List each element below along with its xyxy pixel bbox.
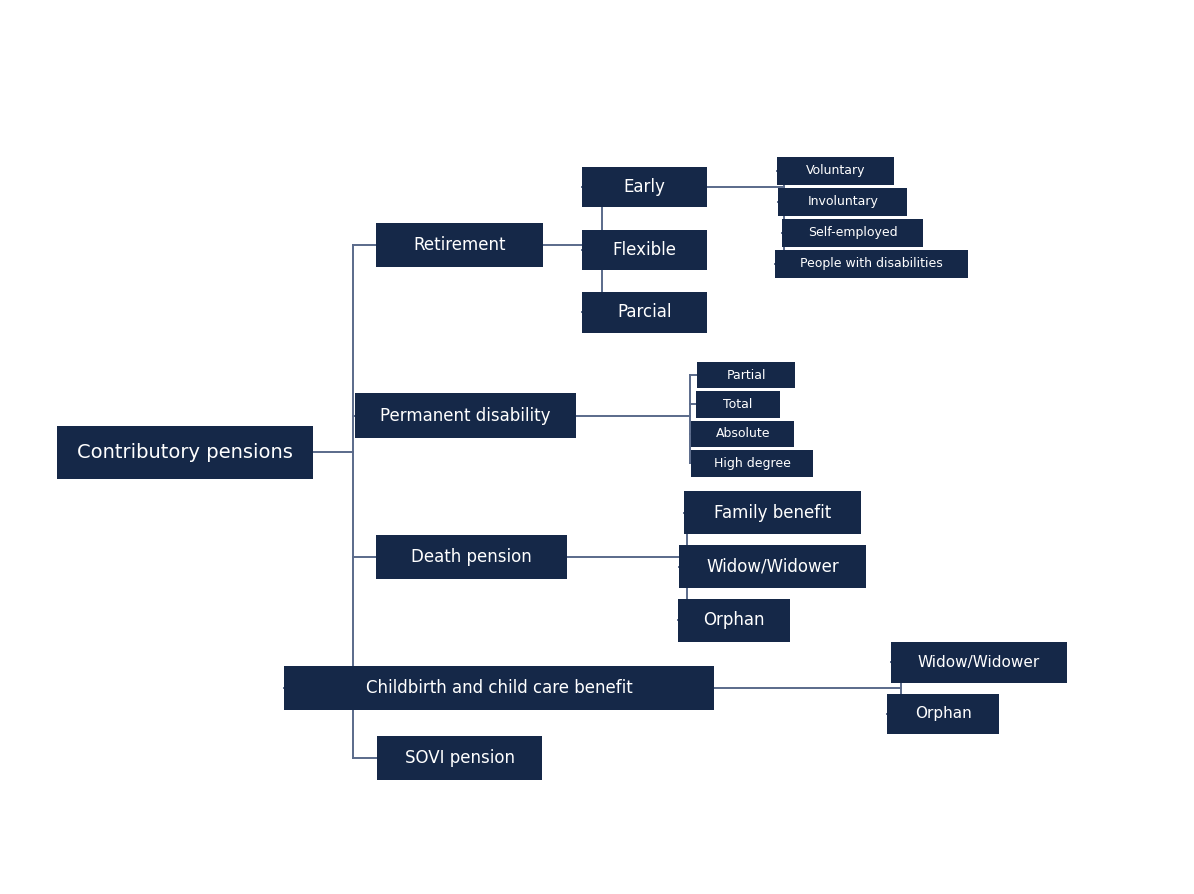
Text: Parcial: Parcial	[617, 303, 672, 322]
Text: Absolute: Absolute	[715, 427, 770, 441]
Text: Retirement: Retirement	[413, 236, 506, 254]
FancyBboxPatch shape	[691, 421, 794, 447]
Text: Family benefit: Family benefit	[714, 504, 831, 522]
Text: Widow/Widower: Widow/Widower	[918, 654, 1040, 670]
Text: High degree: High degree	[714, 457, 790, 470]
Text: Contributory pensions: Contributory pensions	[78, 443, 293, 462]
FancyBboxPatch shape	[697, 362, 795, 388]
Text: Early: Early	[623, 178, 666, 196]
FancyBboxPatch shape	[377, 736, 542, 780]
Text: Childbirth and child care benefit: Childbirth and child care benefit	[365, 679, 633, 697]
FancyBboxPatch shape	[696, 392, 780, 417]
FancyBboxPatch shape	[284, 666, 714, 710]
FancyBboxPatch shape	[775, 249, 968, 278]
FancyBboxPatch shape	[57, 426, 313, 479]
FancyBboxPatch shape	[376, 535, 567, 579]
FancyBboxPatch shape	[376, 223, 543, 266]
Text: Partial: Partial	[726, 368, 767, 382]
FancyBboxPatch shape	[887, 694, 999, 734]
Text: Contributory Pensions in Spain: Contributory Pensions in Spain	[21, 22, 750, 64]
FancyBboxPatch shape	[891, 642, 1067, 683]
FancyBboxPatch shape	[684, 492, 861, 534]
Text: Death pension: Death pension	[411, 548, 533, 566]
FancyBboxPatch shape	[777, 157, 894, 185]
Text: noticiasTrabajo.es: noticiasTrabajo.es	[929, 848, 1113, 866]
FancyBboxPatch shape	[356, 393, 577, 438]
FancyBboxPatch shape	[583, 292, 707, 333]
Text: Flexible: Flexible	[613, 240, 677, 258]
Text: Permanent disability: Permanent disability	[381, 407, 550, 425]
FancyBboxPatch shape	[778, 188, 907, 215]
FancyBboxPatch shape	[583, 167, 707, 207]
Text: Involuntary: Involuntary	[807, 196, 879, 208]
FancyBboxPatch shape	[691, 451, 813, 477]
Text: Orphan: Orphan	[915, 706, 972, 721]
FancyBboxPatch shape	[583, 230, 707, 270]
Text: SOVI pension: SOVI pension	[405, 749, 515, 767]
Text: Total: Total	[724, 398, 752, 411]
Text: Widow/Widower: Widow/Widower	[706, 558, 839, 576]
FancyBboxPatch shape	[678, 599, 790, 642]
Text: Voluntary: Voluntary	[806, 164, 866, 178]
Text: Orphan: Orphan	[703, 611, 765, 629]
FancyBboxPatch shape	[782, 219, 923, 247]
FancyBboxPatch shape	[679, 545, 866, 588]
Text: Self-employed: Self-employed	[807, 226, 898, 240]
Text: People with disabilities: People with disabilities	[800, 257, 943, 270]
